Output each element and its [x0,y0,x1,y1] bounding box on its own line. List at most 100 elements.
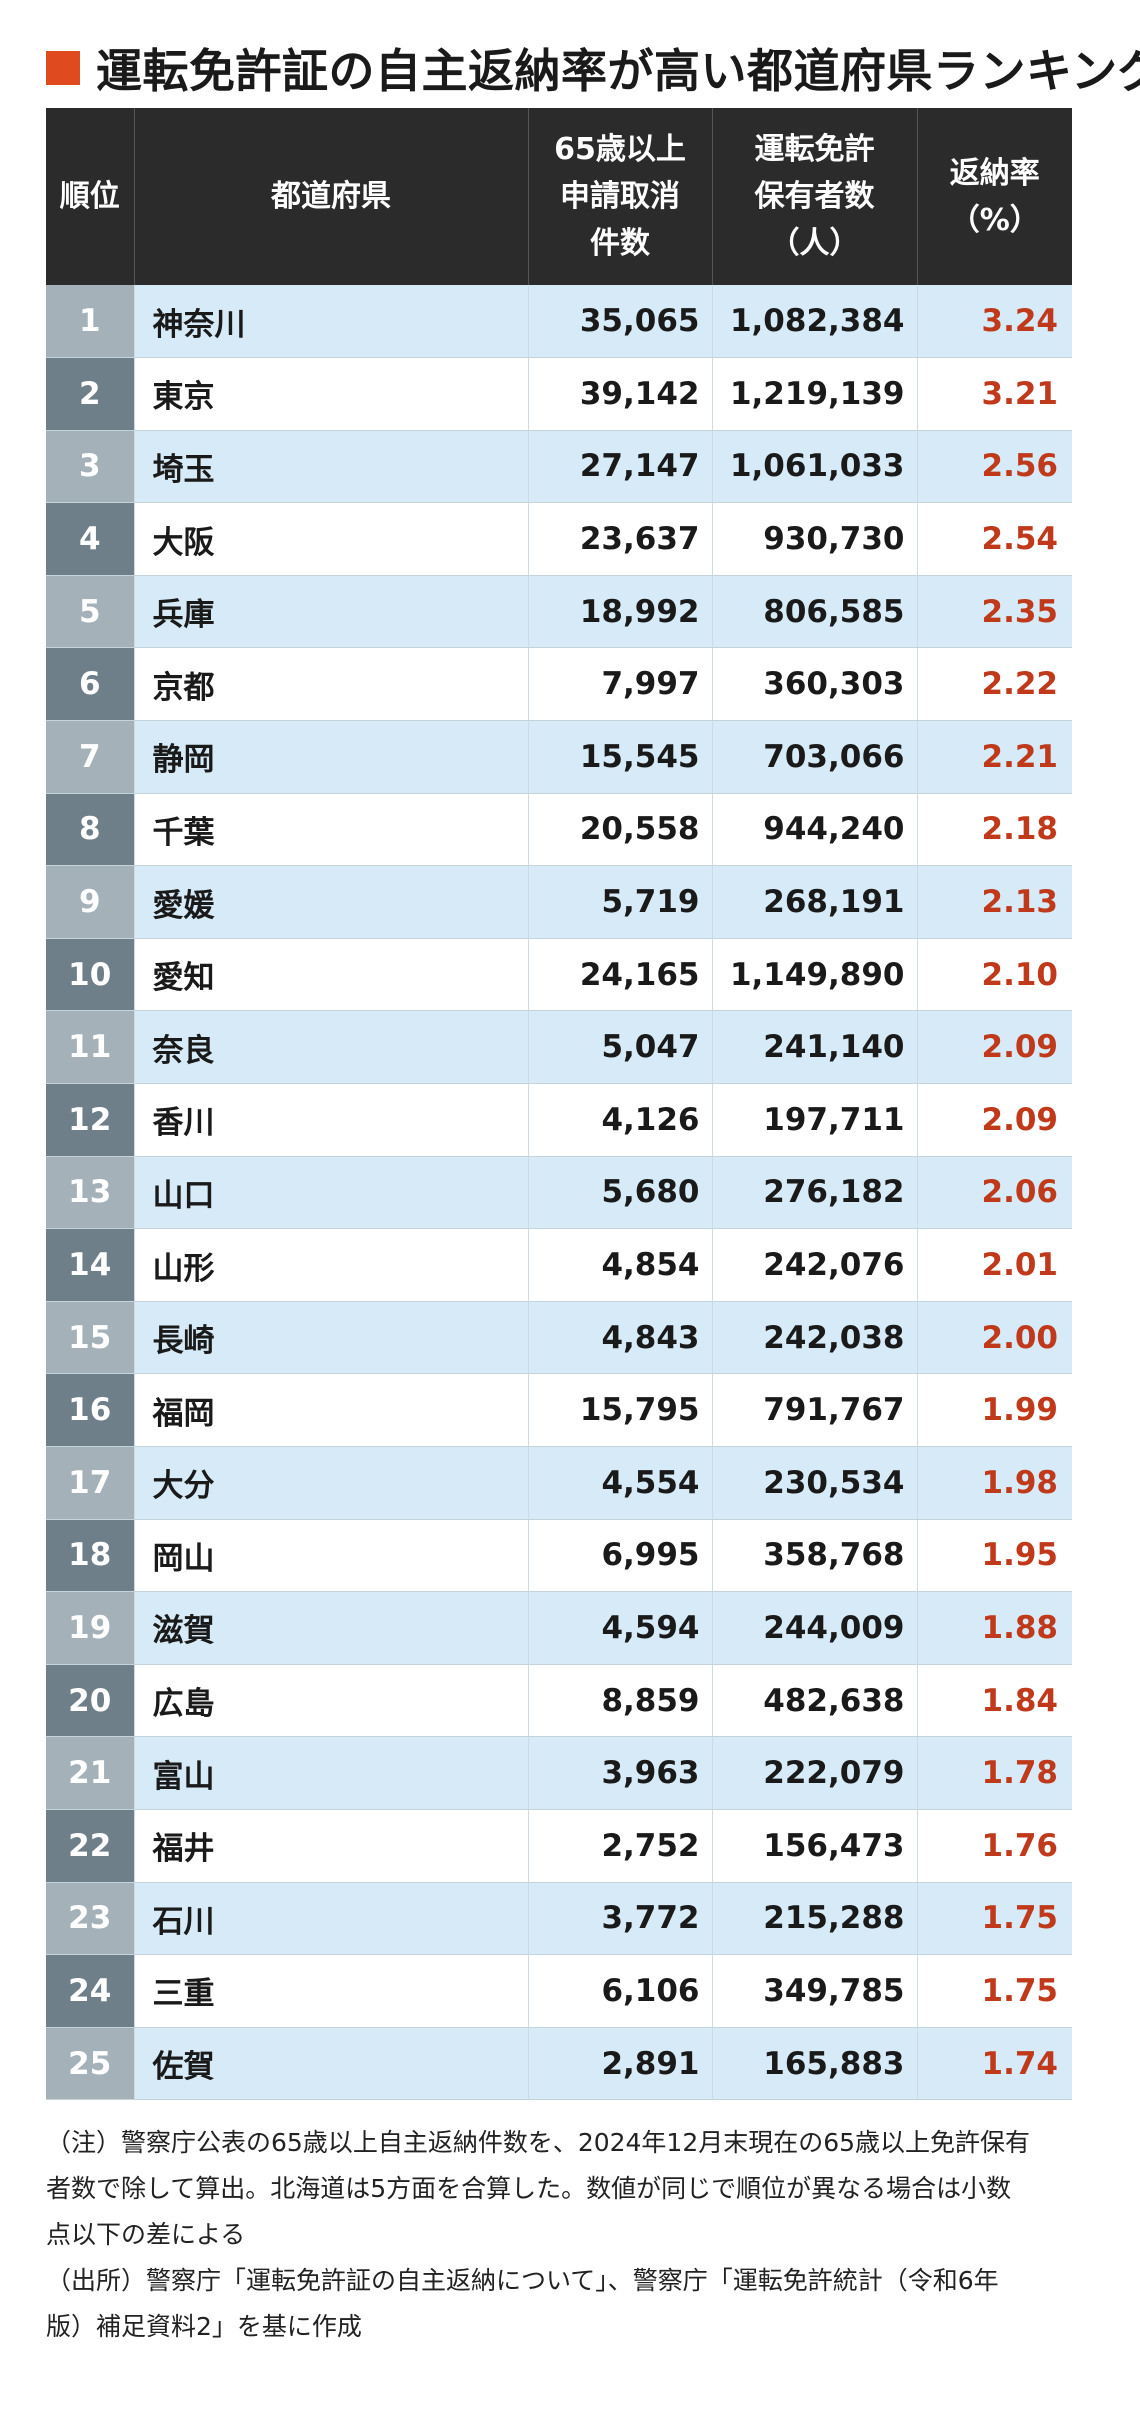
applications-cell: 8,859 [527,1664,712,1738]
rank-cell: 6 [46,647,134,722]
holders-cell: 349,785 [711,1954,917,2028]
table-row: 12 香川 4,126 197,711 2.09 [46,1083,1072,1157]
prefecture-cell: 千葉 [133,793,528,867]
table-row: 4 大阪 23,637 930,730 2.54 [46,502,1072,576]
holders-cell: 268,191 [711,865,917,939]
rank-cell: 20 [46,1664,134,1738]
table-row: 14 山形 4,854 242,076 2.01 [46,1228,1072,1302]
prefecture-cell: 長崎 [133,1301,528,1375]
holders-cell: 944,240 [711,793,917,867]
rank-cell: 9 [46,865,134,939]
header-prefecture: 都道府県 [133,108,528,285]
rate-cell: 2.06 [916,1156,1072,1230]
holders-cell: 230,534 [711,1446,917,1520]
applications-cell: 7,997 [527,647,712,722]
holders-cell: 165,883 [711,2027,917,2101]
page-title: 運転免許証の自主返納率が高い都道府県ランキング [96,44,1140,98]
rate-cell: 1.88 [916,1591,1072,1665]
table-row: 24 三重 6,106 349,785 1.75 [46,1954,1072,2028]
rate-cell: 1.99 [916,1373,1072,1447]
applications-cell: 4,126 [527,1083,712,1157]
holders-cell: 482,638 [711,1664,917,1738]
rank-cell: 18 [46,1519,134,1593]
rank-cell: 16 [46,1373,134,1447]
table-row: 20 広島 8,859 482,638 1.84 [46,1664,1072,1738]
table-row: 16 福岡 15,795 791,767 1.99 [46,1373,1072,1447]
applications-cell: 4,854 [527,1228,712,1302]
prefecture-cell: 石川 [133,1882,528,1956]
prefecture-cell: 奈良 [133,1010,528,1085]
rate-cell: 1.98 [916,1446,1072,1520]
holders-cell: 156,473 [711,1809,917,1883]
holders-cell: 222,079 [711,1736,917,1810]
rate-cell: 2.13 [916,865,1072,939]
table-header: 順位 都道府県 65歳以上 申請取消 件数 運転免許 保有者数 （人） 返納率 … [46,108,1072,285]
applications-cell: 18,992 [527,575,712,649]
prefecture-cell: 福井 [133,1809,528,1883]
prefecture-cell: 兵庫 [133,575,528,649]
rank-cell: 21 [46,1736,134,1810]
rank-cell: 3 [46,430,134,504]
applications-cell: 35,065 [527,285,712,359]
holders-cell: 1,149,890 [711,938,917,1012]
rate-cell: 1.74 [916,2027,1072,2101]
rate-cell: 1.76 [916,1809,1072,1883]
table-row: 13 山口 5,680 276,182 2.06 [46,1156,1072,1230]
prefecture-cell: 広島 [133,1664,528,1738]
rank-cell: 2 [46,357,134,431]
prefecture-cell: 福岡 [133,1373,528,1447]
prefecture-cell: 大阪 [133,502,528,576]
rate-cell: 1.95 [916,1519,1072,1593]
rate-cell: 2.18 [916,793,1072,867]
note-line: （注）警察庁公表の65歳以上自主返納件数を、2024年12月末現在の65歳以上免… [46,2128,1031,2157]
applications-cell: 6,106 [527,1954,712,2028]
table-row: 17 大分 4,554 230,534 1.98 [46,1446,1072,1520]
holders-cell: 242,076 [711,1228,917,1302]
rate-cell: 2.21 [916,720,1072,794]
note-line: 点以下の差による [46,2220,246,2249]
applications-cell: 39,142 [527,357,712,431]
rank-cell: 12 [46,1083,134,1157]
holders-cell: 1,061,033 [711,430,917,504]
prefecture-cell: 山口 [133,1156,528,1230]
rank-cell: 11 [46,1010,134,1085]
rate-cell: 1.75 [916,1954,1072,2028]
header-holders: 運転免許 保有者数 （人） [711,108,917,285]
prefecture-cell: 神奈川 [133,285,528,359]
rank-cell: 8 [46,793,134,867]
applications-cell: 6,995 [527,1519,712,1593]
rate-cell: 1.84 [916,1664,1072,1738]
applications-cell: 3,963 [527,1736,712,1810]
table-row: 23 石川 3,772 215,288 1.75 [46,1882,1072,1956]
holders-cell: 1,082,384 [711,285,917,359]
rate-cell: 2.01 [916,1228,1072,1302]
holders-cell: 1,219,139 [711,357,917,431]
holders-cell: 806,585 [711,575,917,649]
page-title-row: 運転免許証の自主返納率が高い都道府県ランキング [46,26,1140,110]
holders-cell: 703,066 [711,720,917,794]
holders-cell: 360,303 [711,647,917,722]
source-line: （出所）警察庁「運転免許証の自主返納について」、警察庁「運転免許統計（令和6年 [46,2266,999,2295]
applications-cell: 2,891 [527,2027,712,2101]
header-rank: 順位 [46,108,134,285]
table-row: 6 京都 7,997 360,303 2.22 [46,647,1072,722]
applications-cell: 4,594 [527,1591,712,1665]
prefecture-cell: 富山 [133,1736,528,1810]
table-row: 25 佐賀 2,891 165,883 1.74 [46,2027,1072,2101]
table-row: 22 福井 2,752 156,473 1.76 [46,1809,1072,1883]
source: （出所）警察庁「運転免許証の自主返納について」、警察庁「運転免許統計（令和6年 … [46,2258,1106,2350]
table-row: 2 東京 39,142 1,219,139 3.21 [46,357,1072,431]
table-row: 21 富山 3,963 222,079 1.78 [46,1736,1072,1810]
rate-cell: 2.22 [916,647,1072,722]
applications-cell: 5,680 [527,1156,712,1230]
holders-cell: 242,038 [711,1301,917,1375]
prefecture-cell: 愛媛 [133,865,528,939]
rate-cell: 1.75 [916,1882,1072,1956]
rank-cell: 15 [46,1301,134,1375]
rank-cell: 5 [46,575,134,649]
rank-cell: 17 [46,1446,134,1520]
rank-cell: 4 [46,502,134,576]
applications-cell: 3,772 [527,1882,712,1956]
rank-cell: 23 [46,1882,134,1956]
header-rate: 返納率 （%） [916,108,1072,285]
